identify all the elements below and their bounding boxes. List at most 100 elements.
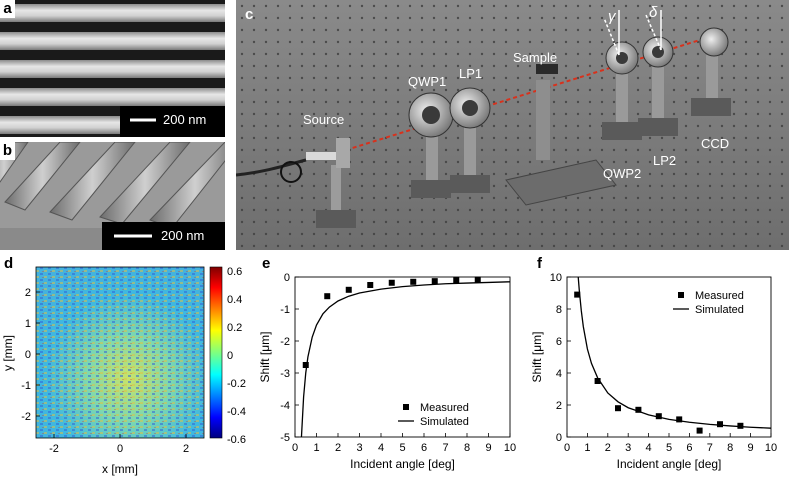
label-qwp1: QWP1	[408, 74, 447, 89]
colorbar-tick: -0.6	[227, 434, 246, 446]
panel-e-plot-frame	[294, 276, 511, 438]
panel-f-legend-label: Simulated	[695, 304, 744, 316]
colorbar-tick: -0.2	[227, 378, 246, 390]
panel-d-letter: d	[4, 255, 14, 272]
panel-f-xtick-label: 6	[686, 442, 692, 454]
panel-e-xtick-label: 7	[442, 442, 448, 454]
panel-c-letter: c	[245, 6, 254, 23]
panel-e-xtick-label: 9	[485, 442, 491, 454]
panel-f-measured-point	[737, 422, 744, 429]
panel-f-xtick-label: 4	[646, 442, 652, 454]
panel-f-xtick-label: 0	[564, 442, 570, 454]
label-lp2: LP2	[653, 153, 677, 168]
panel-e-chart: 0 1 2 3 4 5 6 7 8 9 10 0 -1 -2 -3 -4 -5 Incident angle [d…	[258, 272, 516, 471]
panel-f-chart: 0 1 2 3 4 5 6 7 8 9 10 0 2 4 6 8 10 Incident angle [deg] S…	[530, 272, 777, 471]
panel-f-measured-point	[676, 416, 683, 423]
panel-e-series-simulated-line	[300, 281, 510, 437]
panel-e-ytick-label: -2	[280, 336, 290, 348]
panel-e-xlabel: Incident angle [deg]	[350, 457, 455, 471]
panel-e-ytick-label: 0	[284, 272, 290, 284]
panel-a-letter: a	[0, 0, 15, 18]
colorbar-tick: 0.4	[227, 294, 242, 306]
panel-e-ytick-label: -1	[280, 304, 290, 316]
colorbar-tick: 0	[227, 350, 233, 362]
colorbar-tick: -0.4	[227, 406, 246, 418]
panel-c-setup-image: c Source QWP1 LP1 Sample QWP2 LP2 CCD γ …	[236, 0, 789, 250]
panel-e-ytick-label: -3	[280, 368, 290, 380]
panel-f-xtick-label: 8	[727, 442, 733, 454]
panel-f-ylabel: Shift [μm]	[530, 332, 544, 383]
grating-tilted-view	[0, 142, 225, 250]
panel-d-axes	[36, 291, 187, 438]
panel-e-xtick-label: 4	[378, 442, 384, 454]
panel-f-ytick-label: 4	[556, 368, 562, 380]
panel-f-xtick-label: 5	[666, 442, 672, 454]
panel-f-series-simulated-line	[577, 277, 771, 429]
panel-f-measured-point	[696, 427, 703, 434]
panel-e-legend-label: Simulated	[420, 416, 469, 428]
panel-e-measured-point	[431, 278, 438, 285]
panel-e-measured-point	[388, 279, 395, 286]
label-source: Source	[303, 112, 345, 127]
panel-f-measured-point	[717, 421, 723, 428]
colorbar-tick: 0.6	[227, 266, 242, 278]
panel-e-ylabel: Shift [μm]	[260, 332, 272, 383]
panel-f-measured-point	[615, 405, 621, 412]
panel-f-xtick-label: 9	[748, 442, 754, 454]
panel-e-measured-point	[367, 282, 374, 288]
panel-a-sem-image: a 200 nm	[0, 0, 225, 137]
panel-f-xtick-label: 1	[584, 442, 590, 454]
panel-e-measured-point	[410, 278, 417, 285]
label-sample: Sample	[513, 50, 558, 65]
panel-e-measured-point	[302, 362, 309, 368]
panel-f-measured-point	[574, 291, 581, 298]
panel-f-xtick-label: 2	[605, 442, 611, 454]
label-gamma: γ	[608, 8, 616, 25]
panel-e: e 0 1 2 3 4 5 6 7 8 9 10 0 -1 -2 -3 -4 -5 Incident angle …	[258, 255, 525, 482]
panel-d-ytick: 0	[25, 349, 31, 361]
panel-f-ytick-label: 6	[556, 336, 562, 348]
panel-e-xtick-label: 2	[335, 442, 341, 454]
panel-f-xtick-label: 3	[625, 442, 631, 454]
panel-f-letter: f	[537, 255, 542, 272]
panel-f-xtick-label: 10	[765, 442, 777, 454]
panel-d: d	[0, 255, 265, 482]
panel-d-ytick: -1	[21, 380, 31, 392]
panel-f-ytick-label: 8	[556, 304, 562, 316]
panel-e-xtick-label: 10	[504, 442, 516, 454]
panel-e-measured-point	[345, 286, 352, 293]
setup-render	[236, 0, 789, 250]
panel-e-xtick-label: 8	[464, 442, 470, 454]
panel-e-ytick-label: -5	[280, 432, 290, 444]
panel-d-plot: -2 0 2 x [mm] 2 1 0 -1 -2 y [mm] 0.6 0.4…	[1, 266, 246, 476]
panel-e-xtick-label: 1	[313, 442, 319, 454]
panel-d-ytick: 1	[25, 318, 31, 330]
panel-f-measured-point	[635, 406, 642, 413]
panel-e-letter: e	[262, 255, 271, 272]
panel-b-sem-image: b 200 nm	[0, 142, 225, 250]
panel-e-xtick-label: 5	[399, 442, 405, 454]
panel-e-legend-point-swatch	[403, 404, 409, 410]
colorbar-tick: 0.2	[227, 322, 242, 334]
panel-e-xtick-label: 3	[356, 442, 362, 454]
panel-f-legend-point-swatch	[678, 292, 684, 298]
panel-f-measured-point	[655, 413, 662, 420]
panel-e-xtick-label: 6	[421, 442, 427, 454]
panel-f-xtick-label: 7	[707, 442, 713, 454]
label-delta: δ	[649, 4, 658, 21]
panel-d-xtick: 0	[117, 443, 123, 455]
panel-d-ytick: -2	[21, 411, 31, 423]
panel-f: f 0 1 2 3 4 5 6 7 8 9 10 0 2 4 6 8 10 Incident angle [deg…	[525, 255, 789, 482]
label-lp1: LP1	[459, 66, 483, 81]
label-qwp2: QWP2	[603, 166, 642, 181]
panel-d-xtick: -2	[49, 443, 59, 455]
grating-top-view	[0, 0, 225, 137]
panel-e-xtick-label: 0	[292, 442, 298, 454]
panel-e-legend-label: Measured	[420, 402, 469, 414]
panel-d-ytick: 2	[25, 287, 31, 299]
panel-d-xlabel: x [mm]	[102, 462, 138, 476]
panel-f-ytick-label: 0	[556, 432, 562, 444]
panel-d-ylabel: y [mm]	[1, 335, 15, 371]
panel-b-scale-label: 200 nm	[161, 228, 205, 243]
panel-f-ytick-label: 10	[550, 272, 562, 284]
